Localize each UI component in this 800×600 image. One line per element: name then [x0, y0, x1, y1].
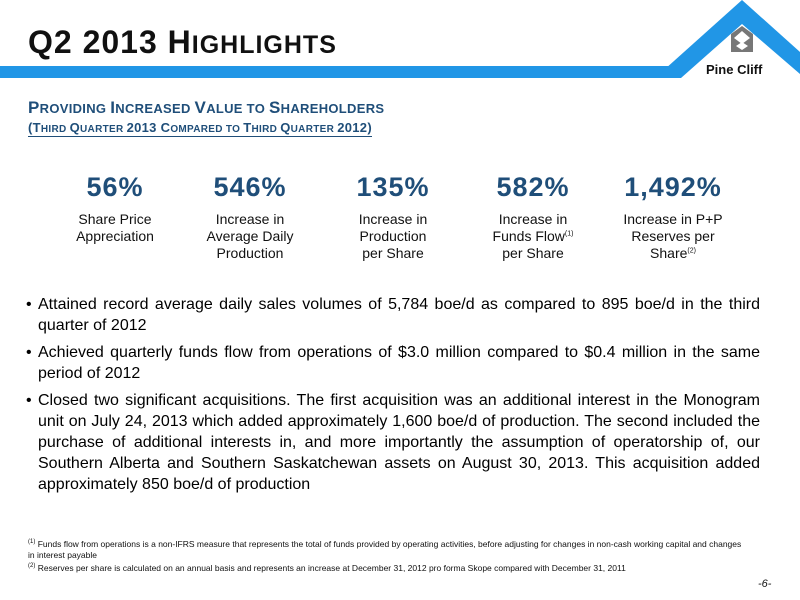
- stat-label-line: Share Price: [78, 211, 152, 227]
- footnote-text: Reserves per share is calculated on an a…: [37, 562, 626, 573]
- subtitle-line1-part: V: [194, 98, 207, 117]
- subtitle-line2-part: 2013 C: [126, 120, 171, 135]
- stat-label-text: Funds Flow: [492, 228, 565, 244]
- stat-value: 56%: [86, 172, 144, 202]
- subtitle-line2-part: OMPARED TO: [170, 124, 244, 135]
- stat-label-line: Reserves per: [631, 228, 715, 244]
- stat-value: 582%: [496, 172, 570, 202]
- logo-text: Pine Cliff: [706, 62, 763, 77]
- subtitle-line2-part: UARTER: [80, 124, 127, 135]
- pine-cliff-logo-icon: [655, 0, 800, 78]
- stat-label-line: Funds Flow(1): [458, 228, 608, 245]
- stat-value: 135%: [356, 172, 430, 202]
- stat-label-line: Production: [359, 228, 427, 244]
- list-item: Closed two significant acquisitions. The…: [26, 390, 760, 495]
- stat-label-line: Production: [216, 245, 284, 261]
- footnote: (1) Funds flow from operations is a non-…: [28, 537, 748, 561]
- subtitle-line1-part: P: [28, 98, 40, 117]
- subtitle-line1-part: HAREHOLDERS: [280, 101, 385, 116]
- stat-label: Share Price Appreciation: [40, 211, 190, 245]
- footnotes: (1) Funds flow from operations is a non-…: [28, 537, 748, 574]
- subtitle-line2-part: (T: [28, 120, 41, 135]
- subtitle-line2-part: UARTER: [290, 124, 338, 135]
- footnote-text: Funds flow from operations is a non-IFRS…: [28, 538, 742, 560]
- stat-label: Increase in Production per Share: [318, 211, 468, 262]
- stat-label-line: Appreciation: [76, 228, 154, 244]
- stat-label: Increase in P+P Reserves per Share(2): [598, 211, 748, 262]
- subtitle-line2-part: T: [243, 120, 252, 135]
- stat-label-line: Increase in: [358, 211, 428, 227]
- subtitle-line1-part: I: [110, 98, 116, 117]
- list-item: Attained record average daily sales volu…: [26, 294, 760, 336]
- footnote-mark: (2): [28, 562, 36, 569]
- subtitle-line2-part: Q: [69, 120, 81, 135]
- subtitle-line1-part: ALUE TO: [206, 101, 270, 116]
- subtitle-line2-part: HIRD: [40, 124, 70, 135]
- subtitle-line1: PROVIDING INCREASED VALUE TO SHAREHOLDER…: [28, 98, 384, 118]
- header-bar: [0, 66, 800, 78]
- stat-label-line: Share(2): [598, 245, 748, 262]
- stat-value: 546%: [213, 172, 287, 202]
- stat-label-line: per Share: [502, 245, 564, 261]
- stat-label-line: per Share: [362, 245, 424, 261]
- footnote-marker: (1): [564, 230, 574, 238]
- subtitle-line2: (THIRD QUARTER 2013 COMPARED TO THIRD QU…: [28, 120, 372, 137]
- title-rest: IGHLIGHTS: [191, 31, 337, 59]
- stat-label: Increase in Funds Flow(1) per Share: [458, 211, 608, 262]
- stat-reserves-per-share: 1,492% Increase in P+P Reserves per Shar…: [598, 172, 748, 262]
- subtitle-line1-part: S: [269, 98, 281, 117]
- stat-label-text: Share: [650, 245, 688, 261]
- title-prefix: Q2 2013 H: [28, 24, 192, 60]
- stat-share-price: 56% Share Price Appreciation: [40, 172, 190, 245]
- subtitle-line2-part: HIRD: [251, 124, 281, 135]
- stat-average-daily-production: 546% Increase in Average Daily Productio…: [175, 172, 325, 262]
- subtitle-line1-part: NCREASED: [115, 101, 195, 116]
- footnote: (2) Reserves per share is calculated on …: [28, 561, 748, 574]
- footnote-marker: (2): [687, 247, 696, 255]
- subtitle-line1-part: ROVIDING: [39, 101, 111, 116]
- footnote-mark: (1): [28, 539, 36, 545]
- highlights-list: Attained record average daily sales volu…: [26, 294, 760, 501]
- page-number: -6-: [758, 578, 772, 590]
- list-item: Achieved quarterly funds flow from opera…: [26, 342, 760, 384]
- stat-funds-flow-per-share: 582% Increase in Funds Flow(1) per Share: [458, 172, 608, 262]
- stat-label-line: Increase in P+P: [623, 211, 723, 227]
- subtitle-line2-part: Q: [280, 120, 291, 135]
- stat-value: 1,492%: [624, 172, 722, 202]
- stat-label-line: Increase in: [215, 211, 285, 227]
- stat-label-line: Increase in: [498, 211, 568, 227]
- stat-label-line: Average Daily: [206, 228, 294, 244]
- page-title: Q2 2013 HIGHLIGHTS: [28, 24, 337, 61]
- subtitle-line2-part: 2012): [337, 120, 372, 135]
- stat-label: Increase in Average Daily Production: [175, 211, 325, 262]
- stat-production-per-share: 135% Increase in Production per Share: [318, 172, 468, 262]
